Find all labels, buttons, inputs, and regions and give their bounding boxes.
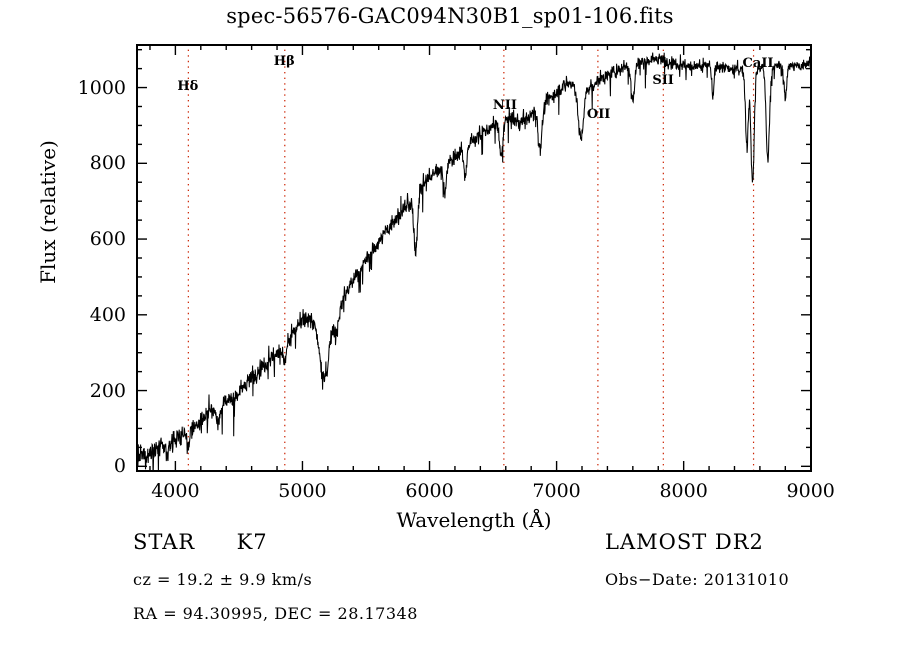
observation-date: Obs−Date: 20131010 (605, 570, 790, 589)
spectral-class: K7 (236, 530, 268, 554)
survey-name: LAMOST DR2 (605, 530, 764, 554)
x-axis-title: Wavelength (Å) (396, 508, 552, 532)
object-type-line: STAR K7 (133, 530, 268, 554)
y-axis-tick-labels: 0 200 400 600 800 1000 (60, 44, 126, 478)
y-tick-label-800: 800 (89, 152, 126, 175)
x-tick-label-6000: 6000 (405, 480, 454, 502)
metadata-footer: STAR K7 cz = 19.2 ± 9.9 km/s RA = 94.309… (0, 528, 900, 648)
redshift-velocity: cz = 19.2 ± 9.9 km/s (133, 570, 313, 589)
x-tick-label-7000: 7000 (532, 480, 581, 502)
y-tick-label-1000: 1000 (77, 76, 126, 99)
spectrum-trace (136, 52, 812, 472)
page-title: spec-56576-GAC094N30B1_sp01-106.fits (226, 4, 674, 28)
line-label-CaII: CaII (742, 55, 774, 71)
coordinates: RA = 94.30995, DEC = 28.17348 (133, 604, 418, 623)
x-tick-label-8000: 8000 (659, 480, 708, 502)
y-tick-label-600: 600 (89, 228, 126, 251)
x-tick-label-9000: 9000 (786, 480, 835, 502)
line-label-Hβ: Hβ (273, 54, 295, 70)
plot-canvas (136, 44, 812, 472)
y-tick-label-200: 200 (89, 379, 126, 402)
x-axis-tick-labels: 4000 5000 6000 7000 8000 9000 (136, 480, 835, 506)
y-axis-title: Flux (relative) (36, 140, 60, 284)
line-label-SII: SII (652, 72, 674, 88)
object-type: STAR (133, 530, 196, 554)
line-label-Hδ: Hδ (177, 78, 199, 94)
line-label-NII: NII (492, 97, 517, 113)
x-tick-label-5000: 5000 (278, 480, 327, 502)
y-tick-label-0: 0 (113, 455, 126, 478)
spectrum-svg (136, 44, 812, 472)
line-label-OII: OII (586, 107, 611, 123)
y-tick-label-400: 400 (89, 303, 126, 326)
axis-ticks (136, 44, 812, 472)
x-tick-label-4000: 4000 (151, 480, 200, 502)
